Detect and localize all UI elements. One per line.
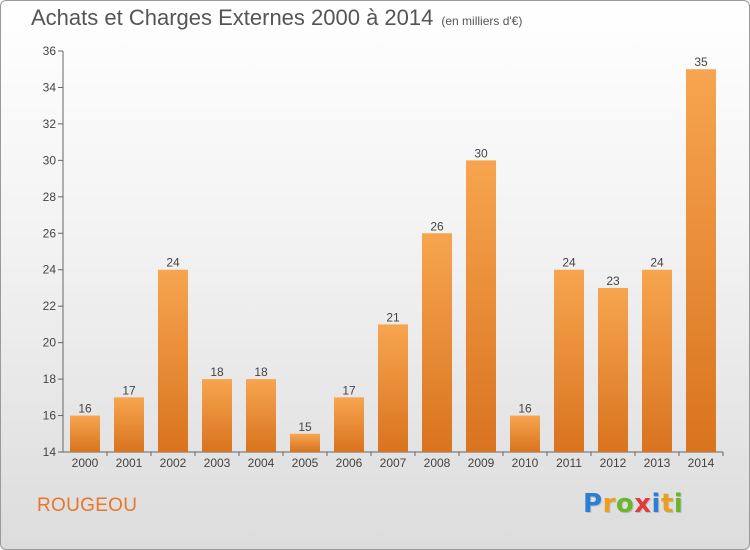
data-label: 24 <box>562 256 576 270</box>
data-label: 16 <box>518 402 532 416</box>
data-label: 16 <box>78 402 92 416</box>
x-tick-label: 2013 <box>644 456 671 470</box>
y-tick-label: 28 <box>43 190 57 204</box>
x-tick-label: 2004 <box>248 456 275 470</box>
x-tick-label: 2014 <box>688 456 715 470</box>
x-tick-label: 2006 <box>336 456 363 470</box>
x-tick-label: 2008 <box>424 456 451 470</box>
data-label: 26 <box>430 219 444 233</box>
data-label: 23 <box>606 274 620 288</box>
data-label: 24 <box>650 256 664 270</box>
y-tick-label: 24 <box>43 263 57 277</box>
bars <box>70 69 716 453</box>
logo-letter: i <box>673 489 684 519</box>
bar <box>334 397 364 452</box>
y-tick-label: 20 <box>43 336 57 350</box>
x-tick-label: 2002 <box>160 456 187 470</box>
logo-letter: r <box>602 489 616 519</box>
bar <box>686 69 716 453</box>
bar <box>466 160 496 452</box>
x-tick-label: 2011 <box>556 456 582 470</box>
chart-title: Achats et Charges Externes 2000 à 2014 (e… <box>31 5 522 31</box>
bar <box>642 269 672 452</box>
data-label: 30 <box>474 146 488 160</box>
x-tick-label: 2005 <box>292 456 319 470</box>
bar <box>246 379 276 452</box>
chart-title-text: Achats et Charges Externes 2000 à 2014 <box>31 5 434 30</box>
x-tick-label: 2000 <box>72 456 99 470</box>
y-tick-label: 14 <box>43 445 57 459</box>
bar <box>158 269 188 452</box>
y-tick-label: 36 <box>43 44 57 58</box>
data-label: 15 <box>298 420 312 434</box>
data-label: 24 <box>166 256 180 270</box>
data-label: 17 <box>122 383 136 397</box>
bar <box>598 287 628 452</box>
data-label: 35 <box>694 55 708 69</box>
bar <box>290 433 320 452</box>
x-tick-label: 2009 <box>468 456 495 470</box>
data-label: 17 <box>342 383 356 397</box>
x-tick-label: 2003 <box>204 456 231 470</box>
bar <box>70 415 100 452</box>
y-tick-label: 18 <box>43 372 57 386</box>
logo-letter: x <box>634 489 652 519</box>
bar <box>510 415 540 452</box>
x-tick-label: 2001 <box>116 456 143 470</box>
y-tick-label: 30 <box>43 153 57 167</box>
logo-letter: o <box>615 489 635 519</box>
bar <box>202 379 232 452</box>
x-tick-label: 2012 <box>600 456 627 470</box>
bar <box>422 233 452 452</box>
data-label: 18 <box>254 365 268 379</box>
bar <box>554 269 584 452</box>
data-label: 18 <box>210 365 224 379</box>
y-tick-label: 34 <box>43 80 57 94</box>
logo-letter: i <box>651 489 661 519</box>
proxiti-logo: Proxiti <box>583 489 683 519</box>
y-tick-label: 26 <box>43 226 57 240</box>
logo-letter: P <box>583 489 603 519</box>
bar <box>378 324 408 452</box>
commune-name: ROUGEOU <box>37 495 138 516</box>
labels: 2000 16 2001 17 2002 24 2003 18 2004 18 2005 15 2006… <box>72 55 715 470</box>
logo-letter: t <box>660 489 674 519</box>
y-tick-label: 16 <box>43 409 57 423</box>
x-tick-label: 2007 <box>380 456 407 470</box>
y-tick-label: 32 <box>43 117 57 131</box>
axes: 14 16 18 20 22 24 26 28 30 32 34 36 <box>43 44 724 459</box>
x-tick-label: 2010 <box>512 456 539 470</box>
data-label: 21 <box>386 310 400 324</box>
chart-unit: (en milliers d'€) <box>441 14 523 28</box>
bar <box>114 397 144 452</box>
y-tick-label: 22 <box>43 299 57 313</box>
